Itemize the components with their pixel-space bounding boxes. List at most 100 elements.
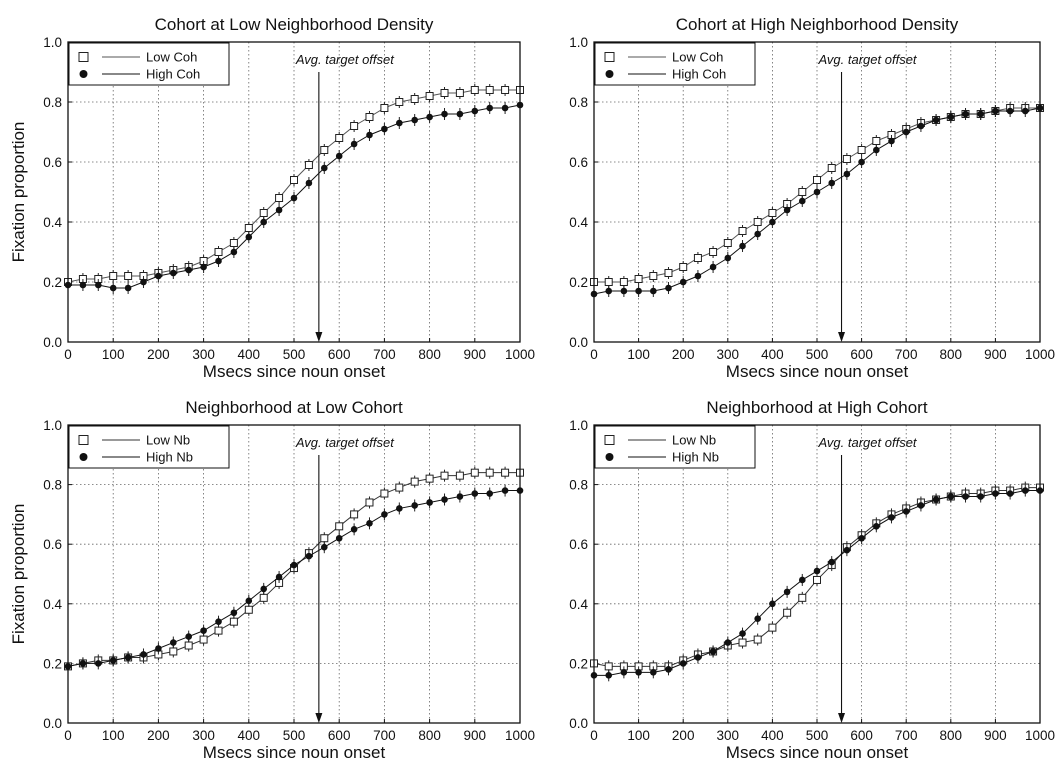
- data-point-circle: [888, 514, 895, 521]
- data-point-circle: [843, 170, 851, 178]
- y-tick-label: 0.4: [43, 215, 62, 230]
- legend-marker-square: [78, 435, 89, 445]
- x-tick-label: 700: [895, 347, 918, 362]
- data-point-circle: [813, 188, 821, 196]
- y-tick-label: 0.2: [43, 275, 62, 290]
- data-point-circle: [917, 122, 925, 130]
- data-point-square: [350, 510, 359, 519]
- data-point-square: [455, 471, 464, 480]
- data-point-circle: [501, 487, 509, 494]
- data-point-circle: [932, 116, 940, 124]
- data-point-circle: [260, 218, 268, 226]
- data-point-square: [440, 471, 449, 480]
- data-point-circle: [471, 490, 479, 497]
- y-tick-label: 0.4: [569, 597, 588, 612]
- data-point-circle: [947, 493, 955, 500]
- data-point-circle: [873, 146, 880, 154]
- legend-label: Low Coh: [146, 50, 197, 65]
- data-point-circle: [320, 543, 328, 551]
- data-point-circle: [155, 272, 162, 280]
- data-point-square: [798, 188, 807, 196]
- x-tick-label: 900: [464, 347, 487, 362]
- x-tick-label: 700: [895, 728, 918, 743]
- y-tick-label: 1.0: [43, 418, 62, 433]
- plot-frame: [593, 41, 1041, 343]
- x-tick-label: 1000: [505, 728, 535, 743]
- x-axis-label: Msecs since noun onset: [203, 362, 386, 381]
- y-tick-label: 0.4: [569, 215, 588, 230]
- data-point-square: [244, 605, 253, 614]
- data-point-square: [290, 176, 298, 184]
- data-point-circle: [350, 526, 358, 533]
- legend: Low Coh High Coh: [68, 42, 230, 86]
- data-point-square: [410, 95, 419, 103]
- x-tick-label: 100: [627, 728, 650, 743]
- x-tick-label: 800: [418, 347, 441, 362]
- data-point-circle: [200, 263, 207, 271]
- x-axis-label: Msecs since noun onset: [726, 743, 909, 762]
- data-point-circle: [275, 573, 283, 581]
- data-point-circle: [275, 206, 283, 214]
- data-point-square: [365, 498, 374, 507]
- data-point-square: [109, 272, 118, 280]
- data-point-circle: [230, 248, 238, 256]
- target-offset-label: Avg. target offset: [295, 435, 395, 450]
- data-point-circle: [769, 218, 776, 226]
- data-point-circle: [843, 546, 851, 554]
- y-tick-label: 0.6: [43, 155, 62, 170]
- x-tick-label: 400: [761, 728, 784, 743]
- legend: Low Nb High Nb: [594, 425, 756, 469]
- data-point-circle: [650, 669, 657, 676]
- legend-box: [594, 425, 756, 469]
- data-point-circle: [350, 140, 358, 148]
- y-tick-label: 1.0: [43, 35, 62, 50]
- x-tick-label: 500: [283, 728, 306, 743]
- data-point-circle: [694, 272, 702, 280]
- data-point-square: [872, 137, 881, 145]
- data-point-square: [753, 635, 762, 644]
- legend-label: High Coh: [146, 67, 200, 82]
- data-point-circle: [109, 657, 117, 664]
- data-point-circle: [724, 254, 732, 262]
- data-point-circle: [902, 128, 910, 136]
- legend-marker-circle: [605, 70, 614, 78]
- legend-box: [68, 425, 230, 469]
- data-point-circle: [932, 496, 940, 503]
- data-point-square: [275, 194, 284, 202]
- data-point-circle: [739, 630, 746, 637]
- data-point-circle: [798, 576, 806, 584]
- series-b: [64, 484, 524, 673]
- target-offset-label: Avg. target offset: [818, 435, 918, 450]
- x-tick-label: 200: [147, 347, 170, 362]
- legend-marker-square: [78, 52, 89, 62]
- x-tick-label: 800: [940, 347, 963, 362]
- target-offset-arrowhead: [838, 332, 846, 342]
- legend-marker-square: [604, 52, 615, 62]
- x-tick-label: 800: [418, 728, 441, 743]
- data-point-square: [634, 275, 643, 283]
- x-axis-label: Msecs since noun onset: [203, 743, 386, 762]
- chart-title: Cohort at High Neighborhood Density: [676, 15, 959, 34]
- legend-label: High Nb: [146, 450, 193, 465]
- data-point-square: [857, 146, 866, 154]
- data-point-square: [380, 489, 389, 498]
- data-point-circle: [486, 104, 494, 112]
- y-tick-label: 0.6: [569, 155, 588, 170]
- x-tick-label: 100: [102, 347, 125, 362]
- y-tick-label: 0.8: [43, 95, 62, 110]
- data-point-circle: [486, 490, 494, 497]
- data-point-circle: [992, 107, 999, 115]
- data-point-square: [395, 483, 404, 492]
- y-tick-label: 0.0: [43, 716, 62, 731]
- data-point-circle: [1021, 107, 1029, 115]
- data-point-square: [244, 224, 253, 232]
- data-point-circle: [605, 287, 613, 295]
- data-point-square: [410, 477, 419, 486]
- target-offset-arrowhead: [838, 713, 846, 723]
- x-tick-label: 200: [147, 728, 170, 743]
- data-point-square: [768, 209, 777, 217]
- data-point-square: [679, 263, 688, 271]
- data-point-square: [827, 164, 836, 172]
- data-point-circle: [858, 158, 865, 166]
- legend-label: High Nb: [672, 450, 719, 465]
